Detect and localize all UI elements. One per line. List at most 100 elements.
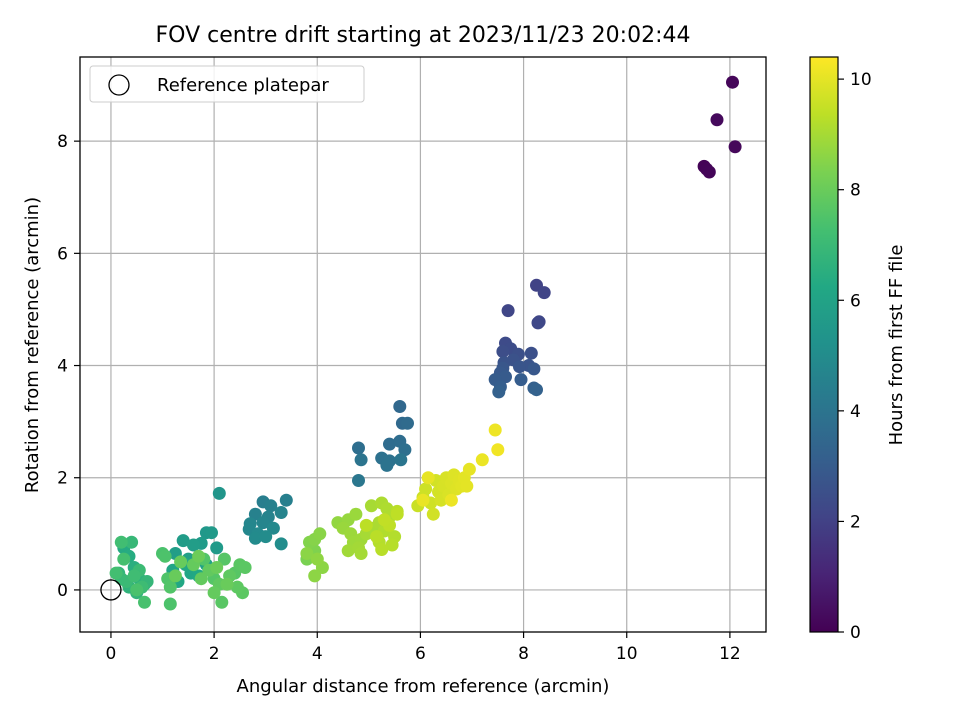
x-tick-label: 2 (209, 644, 220, 664)
data-point (475, 453, 489, 467)
data-point (492, 385, 506, 399)
x-tick-label: 4 (312, 644, 323, 664)
data-point (370, 530, 384, 544)
data-point (514, 373, 528, 387)
data-point (210, 561, 224, 574)
reference-marker-layer (100, 579, 122, 601)
colorbar-ticks: 0 2 4 6 8 10 (838, 70, 872, 643)
data-point (394, 453, 408, 467)
data-point (501, 304, 515, 318)
data-point (728, 140, 742, 154)
data-point (726, 75, 739, 89)
data-point (444, 493, 458, 507)
data-point (130, 583, 144, 597)
colorbar-tick-label: 10 (850, 70, 872, 90)
data-point (300, 547, 314, 560)
data-point (264, 499, 278, 513)
data-point (380, 458, 394, 472)
data-point (114, 535, 128, 549)
y-tick-label: 4 (57, 357, 68, 377)
data-point (710, 113, 724, 127)
data-point (401, 416, 414, 430)
data-point (207, 586, 221, 600)
data-point (359, 518, 373, 532)
data-point (383, 437, 396, 451)
data-point (174, 555, 188, 569)
data-point (259, 530, 273, 544)
data-point (215, 595, 229, 609)
data-point (419, 482, 433, 496)
y-tick-label: 6 (57, 244, 68, 264)
grid-lines (80, 57, 766, 632)
data-point (192, 549, 206, 563)
data-point (274, 506, 288, 519)
data-point (393, 400, 407, 413)
data-point (308, 569, 322, 583)
data-point (354, 453, 368, 467)
data-point (341, 544, 355, 558)
data-point (390, 507, 404, 521)
x-tick-label: 10 (616, 644, 638, 664)
data-point (499, 370, 512, 384)
data-point (354, 547, 368, 560)
data-point (212, 486, 226, 500)
colorbar-tick-label: 6 (850, 291, 861, 311)
data-point (531, 316, 545, 330)
colorbar: 0 2 4 6 8 10 Hours from first FF file (809, 56, 907, 643)
data-point (158, 549, 172, 563)
data-point (109, 566, 123, 580)
colorbar-frame (809, 56, 839, 633)
data-point (279, 493, 293, 507)
plot-frame (79, 56, 767, 633)
y-axis-label: Rotation from reference (arcmin) (22, 197, 43, 493)
colorbar-tick-label: 2 (850, 512, 861, 532)
colorbar-gradient (810, 57, 838, 632)
y-tick-label: 0 (57, 581, 68, 601)
legend-open-circle-marker (108, 74, 130, 96)
data-point (460, 479, 474, 493)
legend-label: Reference platepar (157, 75, 329, 96)
data-point (462, 462, 476, 476)
data-point (398, 443, 412, 457)
data-point (385, 538, 399, 552)
x-tick-label: 0 (106, 644, 117, 664)
data-point (266, 521, 280, 535)
data-point (205, 526, 218, 540)
colorbar-tick-label: 0 (850, 623, 861, 643)
colorbar-label: Hours from first FF file (886, 245, 907, 446)
data-point (352, 474, 365, 487)
x-axis-label: Angular distance from reference (arcmin) (237, 676, 610, 697)
reference-platepar-marker (100, 579, 122, 601)
data-point (217, 552, 231, 566)
data-point (256, 516, 270, 530)
data-point (125, 535, 139, 549)
data-point (248, 507, 262, 521)
colorbar-tick-label: 4 (850, 402, 861, 422)
data-point (248, 531, 262, 545)
data-point (527, 362, 541, 376)
x-axis-ticks: 0 2 4 6 8 10 12 (106, 632, 741, 664)
data-point (163, 580, 177, 594)
data-point (426, 507, 440, 521)
data-point (163, 597, 177, 611)
data-point (117, 552, 131, 566)
data-point (220, 577, 234, 591)
data-point (187, 538, 200, 552)
chart-title: FOV centre drift starting at 2023/11/23 … (156, 23, 691, 48)
y-axis-ticks: 0 2 4 6 8 (57, 132, 80, 601)
legend-box (89, 65, 365, 103)
data-point (530, 383, 543, 397)
data-point (375, 543, 389, 556)
data-point (364, 499, 378, 513)
data-point (421, 471, 435, 485)
colorbar-tick-label: 8 (850, 181, 861, 201)
data-point (496, 345, 510, 358)
data-point (230, 580, 244, 594)
y-tick-label: 8 (57, 132, 68, 152)
data-point (702, 165, 716, 179)
data-point (491, 443, 505, 457)
x-tick-label: 6 (415, 644, 426, 664)
data-point (238, 561, 252, 574)
